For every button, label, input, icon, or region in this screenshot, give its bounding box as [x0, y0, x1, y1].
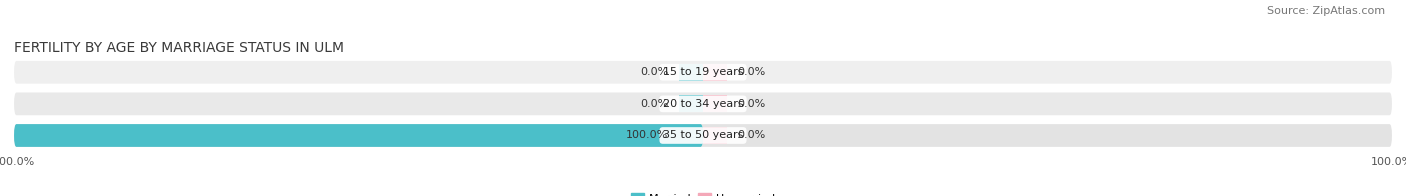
Text: 0.0%: 0.0%: [738, 131, 766, 141]
Bar: [679, 95, 703, 113]
FancyBboxPatch shape: [14, 93, 1392, 115]
FancyBboxPatch shape: [14, 124, 703, 147]
Text: 0.0%: 0.0%: [738, 67, 766, 77]
Text: 100.0%: 100.0%: [626, 131, 669, 141]
Text: 0.0%: 0.0%: [640, 67, 669, 77]
Text: 20 to 34 years: 20 to 34 years: [662, 99, 744, 109]
Text: Source: ZipAtlas.com: Source: ZipAtlas.com: [1267, 6, 1385, 16]
Text: 0.0%: 0.0%: [738, 99, 766, 109]
FancyBboxPatch shape: [14, 124, 1392, 147]
Text: 35 to 50 years: 35 to 50 years: [662, 131, 744, 141]
Legend: Married, Unmarried: Married, Unmarried: [627, 189, 779, 196]
Text: FERTILITY BY AGE BY MARRIAGE STATUS IN ULM: FERTILITY BY AGE BY MARRIAGE STATUS IN U…: [14, 41, 344, 55]
Bar: [703, 64, 727, 81]
Bar: [679, 127, 703, 144]
FancyBboxPatch shape: [14, 61, 1392, 84]
Bar: [679, 64, 703, 81]
Bar: [703, 127, 727, 144]
Text: 15 to 19 years: 15 to 19 years: [662, 67, 744, 77]
Bar: [703, 95, 727, 113]
Text: 0.0%: 0.0%: [640, 99, 669, 109]
